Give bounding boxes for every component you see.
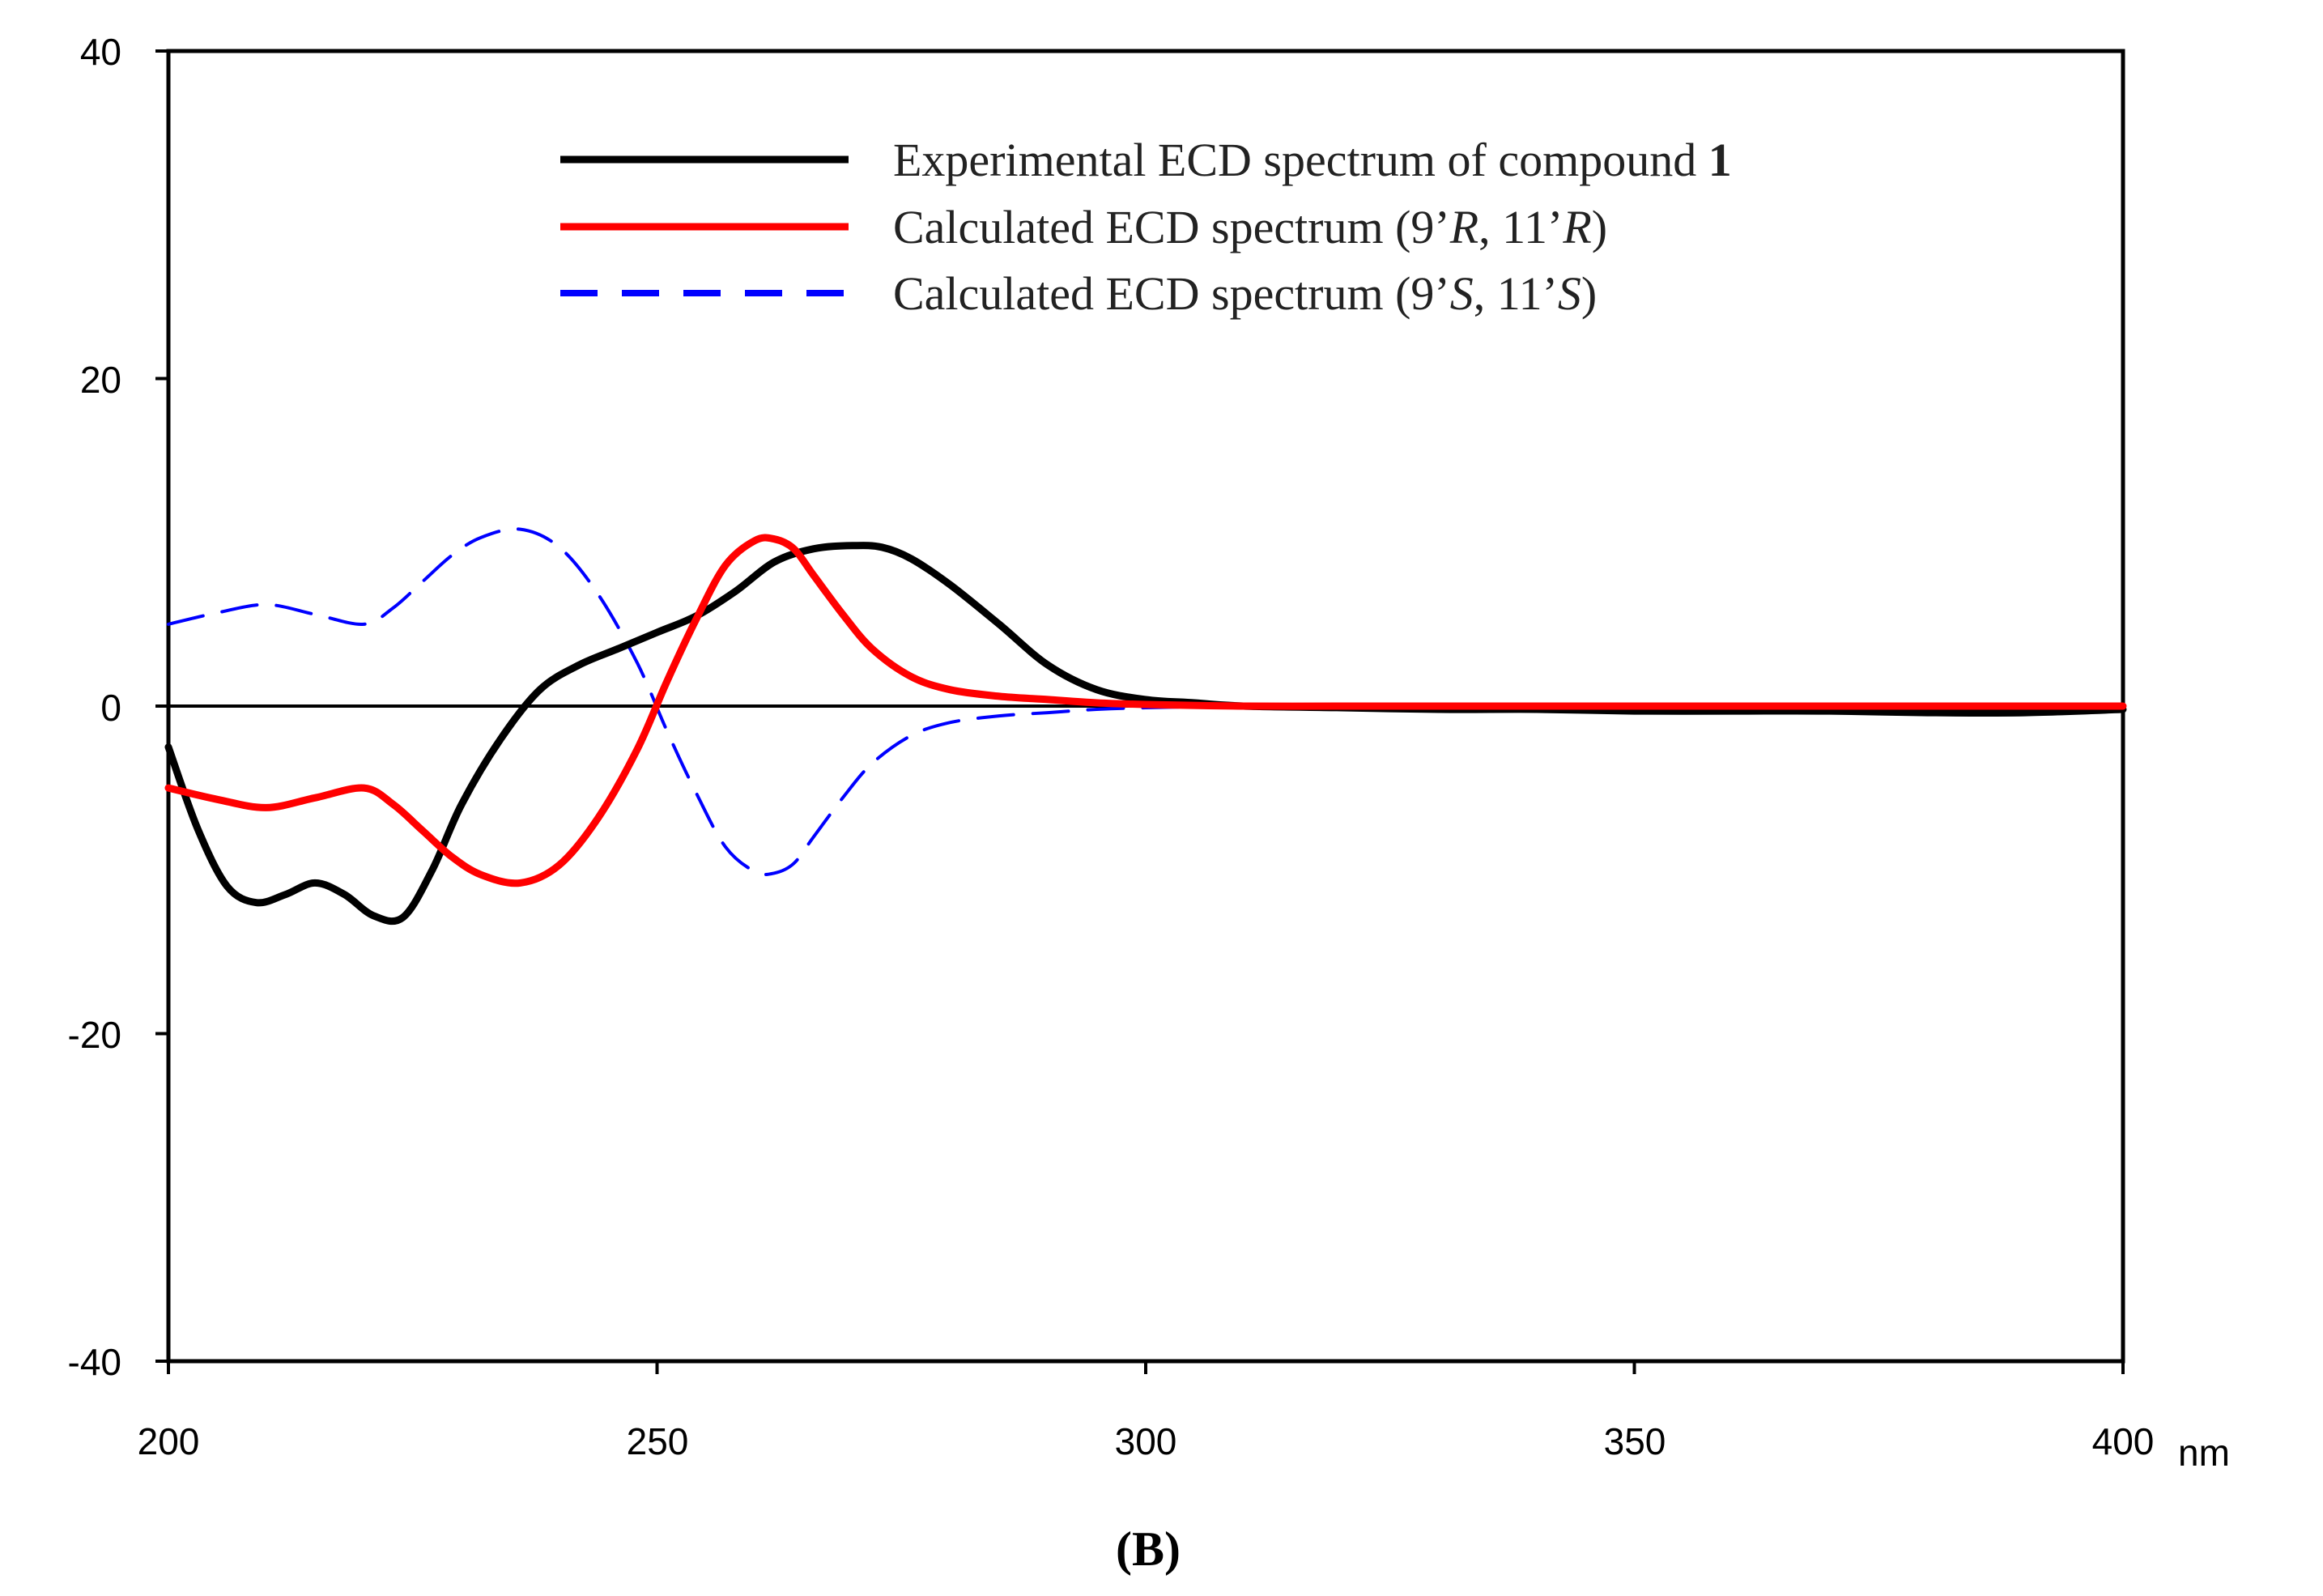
- y-tick-label: -40: [68, 1341, 121, 1383]
- legend-label-calc-s: Calculated ECD spectrum (9’S, 11’S): [893, 267, 1597, 320]
- x-unit-label: nm: [2178, 1432, 2230, 1474]
- x-tick-label: 200: [138, 1420, 200, 1462]
- y-tick-label: 20: [80, 359, 121, 401]
- series-line-calc-r: [164, 534, 2127, 887]
- x-tick-label: 350: [1604, 1420, 1666, 1462]
- panel-label: (B): [1116, 1522, 1181, 1576]
- series-line-experimental: [164, 542, 2127, 926]
- x-tick-label: 300: [1115, 1420, 1177, 1462]
- legend-label-experimental: Experimental ECD spectrum of compound 1: [893, 134, 1732, 186]
- x-tick-label: 250: [627, 1420, 689, 1462]
- y-tick-label: 40: [80, 31, 121, 73]
- legend: Experimental ECD spectrum of compound 1 …: [560, 134, 1732, 320]
- legend-label-calc-r: Calculated ECD spectrum (9’R, 11’R): [893, 201, 1607, 253]
- y-tick-label: -20: [68, 1014, 121, 1056]
- series-line-calc-s: [167, 527, 2125, 876]
- y-tick-label: 0: [100, 687, 121, 729]
- x-tick-label: 400: [2092, 1420, 2155, 1462]
